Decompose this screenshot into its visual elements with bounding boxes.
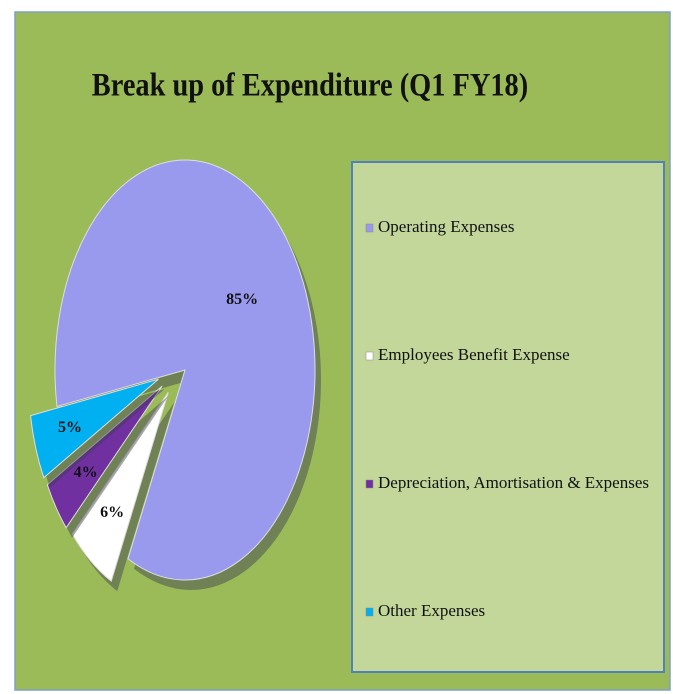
pie-slice bbox=[46, 385, 163, 529]
pie-slice bbox=[71, 392, 169, 583]
legend-label: Operating Expenses bbox=[378, 217, 514, 236]
legend-marker bbox=[365, 351, 374, 361]
data-label: 85% bbox=[226, 291, 258, 308]
data-label: 5% bbox=[58, 419, 82, 436]
pie-slice bbox=[54, 159, 316, 581]
data-label: 6% bbox=[100, 504, 124, 521]
pie-slice bbox=[29, 378, 159, 479]
legend-marker bbox=[365, 223, 374, 233]
legend-box bbox=[351, 161, 665, 673]
chart-title: Break up of Expenditure (Q1 FY18) bbox=[92, 67, 528, 103]
pie-shadow bbox=[36, 389, 165, 488]
data-label: 4% bbox=[74, 464, 98, 481]
legend-label: Other Expenses bbox=[378, 601, 485, 620]
legend-marker bbox=[365, 479, 374, 489]
legend-label: Employees Benefit Expense bbox=[378, 345, 570, 364]
legend-label: Depreciation, Amortisation & Expenses bbox=[378, 473, 649, 492]
legend-marker bbox=[365, 607, 374, 617]
